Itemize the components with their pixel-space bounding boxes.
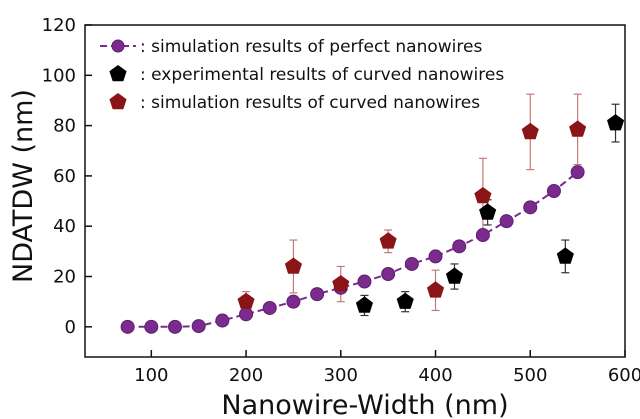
data-point-perfect-sim (357, 274, 372, 289)
y-tick-label: 80 (53, 116, 76, 137)
x-tick-label: 600 (608, 365, 640, 386)
y-tick-label: 20 (53, 267, 76, 288)
x-axis-title: Nanowire-Width (nm) (221, 390, 508, 419)
data-point-curved-exp (355, 296, 373, 313)
x-tick-label: 200 (229, 365, 263, 386)
data-point-perfect-sim (239, 307, 254, 322)
x-tick-label: 300 (324, 365, 358, 386)
legend-entry-curved-exp: : experimental results of curved nanowir… (109, 65, 504, 85)
legend-label-curved-sim: : simulation results of curved nanowires (140, 93, 480, 113)
y-tick-label: 40 (53, 216, 76, 237)
y-tick-label: 0 (65, 317, 76, 338)
y-axis-title: NDATDW (nm) (8, 89, 39, 283)
data-point-perfect-sim (191, 319, 206, 334)
data-point-perfect-sim (168, 319, 182, 334)
plot-frame (84, 24, 626, 358)
y-tick-label: 60 (53, 166, 76, 187)
data-point-curved-sim (427, 281, 445, 298)
data-point-curved-exp (396, 292, 414, 309)
data-point-perfect-sim (120, 319, 135, 334)
legend: : simulation results of perfect nanowire… (100, 37, 504, 113)
data-point-perfect-sim (144, 319, 159, 334)
series-layer (120, 114, 625, 334)
y-tick-label: 100 (42, 65, 76, 86)
data-point-curved-exp (479, 203, 497, 220)
data-point-curved-exp (445, 267, 463, 284)
data-point-perfect-sim (570, 165, 585, 180)
data-point-perfect-sim (428, 249, 443, 264)
x-tick-label: 500 (513, 365, 547, 386)
data-point-perfect-sim (215, 313, 230, 328)
data-point-perfect-sim (452, 239, 467, 254)
series-line-perfect-sim (127, 171, 579, 328)
data-point-perfect-sim (546, 184, 561, 198)
data-point-curved-sim (474, 187, 492, 204)
legend-label-perfect-sim: : simulation results of perfect nanowire… (140, 37, 482, 57)
axes: 100 200 300 400 500 600 0 20 40 60 80 100 120 (42, 15, 640, 386)
error-bars (242, 93, 620, 317)
x-tick-label: 100 (134, 365, 168, 386)
data-point-perfect-sim (404, 256, 419, 271)
data-point-curved-sim (521, 122, 539, 140)
x-tick-label: 400 (418, 365, 452, 386)
y-tick-label: 120 (42, 15, 76, 36)
data-point-perfect-sim (262, 300, 277, 315)
legend-entry-curved-sim: : simulation results of curved nanowires (109, 93, 480, 113)
legend-entry-perfect-sim: : simulation results of perfect nanowire… (100, 37, 482, 57)
legend-label-curved-exp: : experimental results of curved nanowir… (140, 65, 504, 85)
data-point-curved-sim (332, 275, 350, 292)
data-point-curved-exp (607, 114, 625, 131)
data-point-perfect-sim (310, 287, 325, 302)
data-point-curved-sim (569, 120, 587, 137)
data-point-perfect-sim (381, 267, 396, 281)
data-point-perfect-sim (286, 294, 301, 309)
data-point-perfect-sim (499, 214, 514, 229)
data-point-perfect-sim (523, 200, 538, 215)
data-point-curved-sim (237, 292, 255, 309)
data-point-perfect-sim (475, 228, 490, 243)
data-point-curved-sim (284, 257, 302, 274)
data-point-curved-exp (556, 247, 574, 264)
data-point-curved-sim (379, 232, 397, 249)
